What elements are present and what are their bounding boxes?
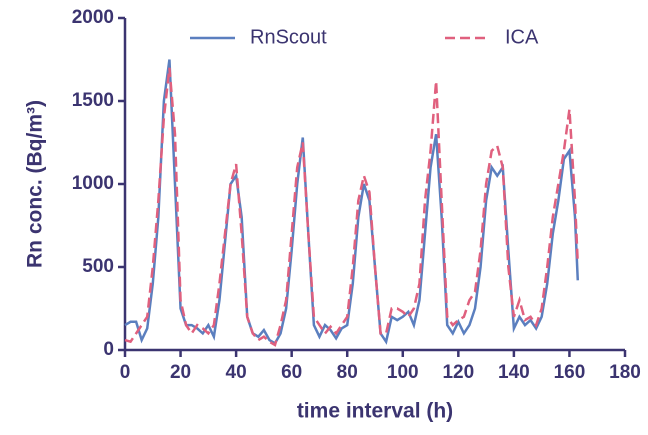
- legend-label: ICA: [505, 26, 539, 48]
- x-axis-label: time interval (h): [297, 400, 453, 423]
- x-tick-label: 20: [170, 362, 191, 383]
- x-tick-label: 0: [120, 362, 131, 383]
- x-tick-label: 160: [554, 362, 586, 383]
- x-tick-label: 80: [337, 362, 358, 383]
- y-axis-label: Rn conc. (Bq/m³): [24, 100, 47, 268]
- legend-label: RnScout: [250, 26, 327, 48]
- data-line: [124, 67, 580, 347]
- x-tick-label: 100: [387, 362, 419, 383]
- data-line: [124, 59, 580, 346]
- x-tick-label: 60: [281, 362, 302, 383]
- x-tick-label: 180: [609, 362, 641, 383]
- y-tick-label: 1500: [72, 90, 114, 111]
- y-tick-label: 1000: [72, 173, 114, 194]
- y-tick-label: 0: [103, 339, 114, 360]
- x-tick-label: 40: [226, 362, 247, 383]
- x-tick-label: 140: [498, 362, 530, 383]
- x-tick-label: 120: [442, 362, 474, 383]
- y-tick-label: 500: [82, 256, 114, 277]
- y-tick-label: 2000: [72, 7, 114, 28]
